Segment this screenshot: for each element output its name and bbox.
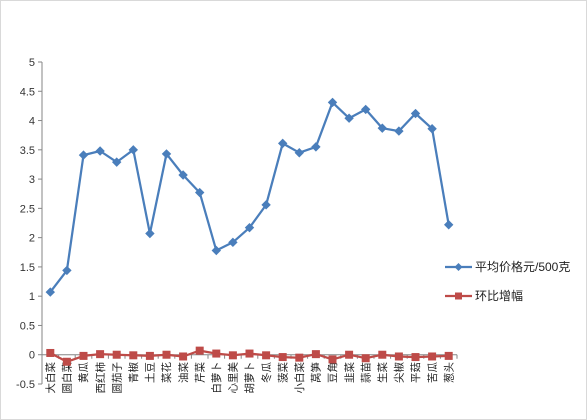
data-point-square — [195, 346, 204, 355]
x-category-label: 小白菜 — [293, 362, 306, 394]
data-point-diamond — [360, 104, 371, 115]
series-layer — [45, 97, 454, 366]
x-category-label: 尖椒 — [393, 362, 406, 383]
data-point-diamond — [128, 145, 139, 155]
data-point-diamond — [244, 222, 255, 233]
data-point-diamond — [178, 170, 188, 180]
data-point-diamond — [211, 245, 222, 256]
data-point-diamond — [311, 142, 321, 152]
y-tick-label: 0.5 — [20, 320, 35, 332]
data-point-square — [278, 353, 287, 362]
x-category-label: 青椒 — [127, 362, 140, 383]
data-point-square — [328, 355, 337, 364]
data-point-square — [428, 352, 437, 361]
x-category-label: 冬瓜 — [260, 362, 273, 383]
x-category-label: 白萝卜 — [210, 362, 223, 394]
y-tick-label: 1.5 — [20, 262, 35, 274]
data-point-square — [179, 352, 188, 361]
x-category-label: 心里美 — [227, 362, 240, 394]
series-line-1 — [49, 101, 450, 293]
x-category-label: 胡萝卜 — [243, 362, 256, 394]
x-category-label: 芹菜 — [194, 362, 206, 383]
y-tick-label: 1 — [29, 291, 35, 303]
y-tick-label: 5 — [29, 57, 35, 69]
y-tick-label: 3.5 — [20, 145, 35, 157]
x-category-label: 圆白菜 — [61, 362, 74, 394]
data-point-diamond — [78, 150, 89, 160]
data-point-diamond — [111, 157, 122, 167]
data-point-diamond — [344, 113, 354, 123]
x-category-label: 生菜 — [376, 362, 389, 383]
x-category-label: 莴笋 — [310, 362, 323, 383]
legend-label-2: 环比增幅 — [475, 288, 523, 303]
x-category-label: 葱头 — [443, 362, 455, 383]
x-category-label: 西红柿 — [94, 362, 107, 394]
data-point-diamond — [277, 138, 288, 149]
data-point-diamond — [145, 228, 155, 239]
legend-marker-diamond — [454, 263, 463, 271]
data-point-diamond — [294, 148, 305, 158]
x-category-label: 韭菜 — [344, 362, 356, 383]
x-category-label: 豆角 — [327, 362, 339, 383]
x-category-label: 黄瓜 — [77, 362, 90, 383]
y-tick-label: -0.5 — [16, 379, 35, 391]
data-point-diamond — [62, 265, 72, 276]
data-point-square — [79, 351, 88, 360]
x-category-label: 菠菜 — [277, 362, 289, 383]
data-point-square — [262, 351, 271, 360]
x-category-label: 土豆 — [144, 362, 157, 383]
data-point-square — [212, 349, 221, 358]
data-point-diamond — [394, 126, 404, 136]
data-point-square — [228, 351, 237, 360]
data-point-diamond — [410, 108, 421, 119]
x-category-label: 油菜 — [177, 362, 190, 383]
y-tick-label: 4 — [29, 116, 35, 128]
data-point-square — [411, 353, 420, 362]
data-point-square — [245, 349, 254, 358]
data-point-square — [444, 351, 453, 360]
data-point-square — [145, 351, 154, 360]
data-point-square — [62, 357, 71, 366]
data-point-square — [112, 350, 121, 359]
x-category-label: 蒜苗 — [360, 362, 372, 383]
data-point-diamond — [161, 149, 172, 159]
data-point-diamond — [377, 123, 388, 133]
x-category-label: 平菇 — [409, 362, 422, 383]
x-category-label: 大白菜 — [44, 362, 57, 394]
x-axis: 大白菜 圆白菜 黄瓜 西红柿 圆茄子 青椒 土豆 菜花 油菜 芹菜 白萝卜 心里美 胡萝卜 冬瓜 菠菜 小白菜… — [41, 354, 458, 394]
data-point-square — [378, 350, 387, 359]
x-category-label: 苦瓜 — [426, 362, 439, 383]
y-tick-label: 3 — [29, 174, 35, 186]
y-tick-label: 0 — [29, 350, 35, 362]
data-point-diamond — [95, 146, 105, 156]
data-point-square — [361, 354, 370, 363]
x-category-label: 菜花 — [160, 362, 173, 383]
data-point-diamond — [327, 97, 338, 108]
data-point-diamond — [228, 237, 238, 248]
data-point-square — [311, 350, 320, 359]
data-point-square — [295, 353, 304, 362]
x-category-label: 圆茄子 — [110, 362, 123, 394]
data-point-square — [394, 352, 403, 361]
legend-marker-square — [455, 292, 462, 300]
data-point-diamond — [45, 287, 56, 297]
y-tick-label: 2 — [29, 233, 35, 245]
data-point-square — [162, 350, 171, 359]
y-axis: -0.5 0 0.5 1 1.5 2 2.5 3 3.5 4 4.5 5 — [16, 57, 43, 391]
data-point-square — [345, 350, 354, 359]
y-tick-label: 2.5 — [20, 203, 35, 215]
data-point-square — [96, 350, 105, 359]
y-tick-label: 4.5 — [20, 86, 35, 98]
data-point-diamond — [261, 200, 271, 210]
data-point-square — [129, 351, 138, 360]
data-point-diamond — [443, 220, 454, 230]
legend-label-1: 平均价格元/500克 — [475, 259, 570, 274]
data-point-square — [46, 348, 55, 357]
data-point-diamond — [194, 187, 205, 198]
data-point-diamond — [427, 124, 437, 134]
